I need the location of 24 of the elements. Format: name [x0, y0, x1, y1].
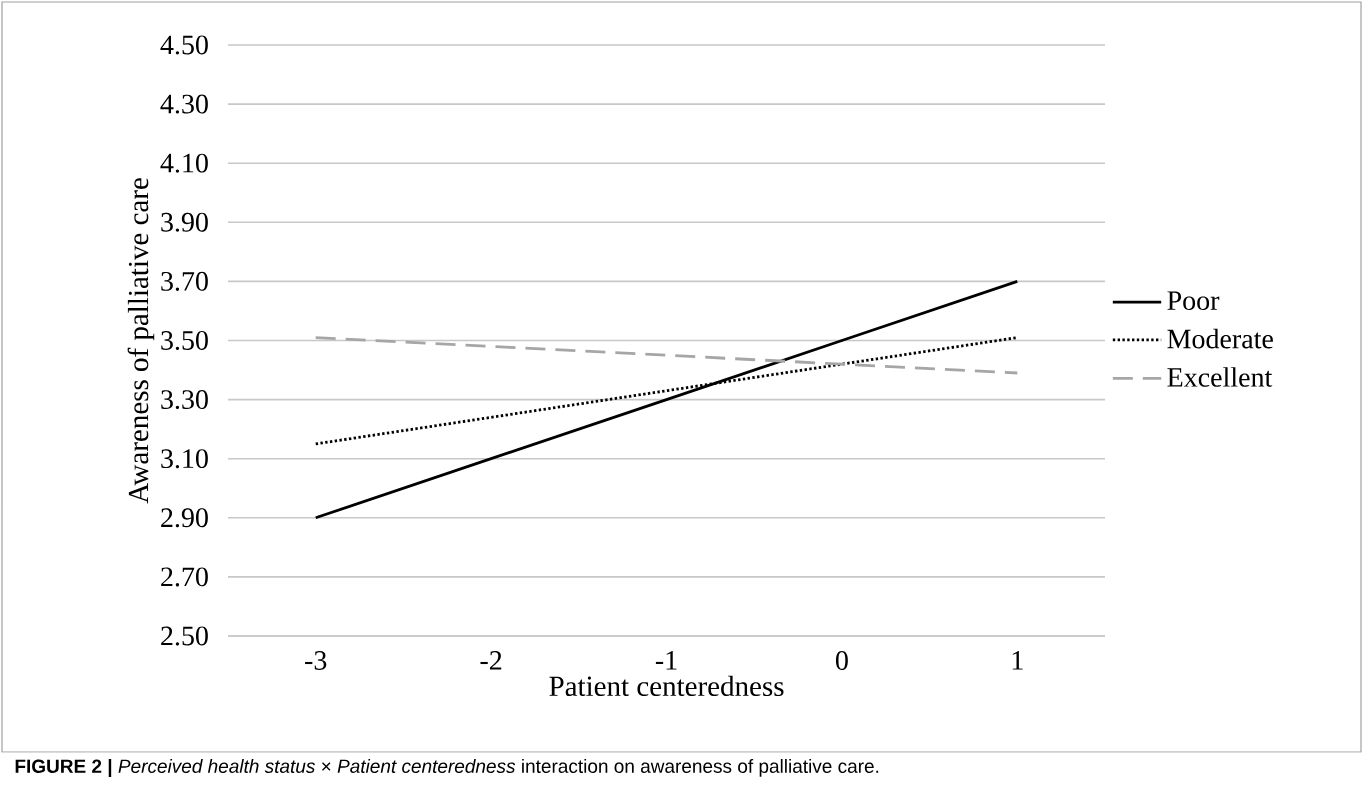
y-tick-label: 2.70 [161, 567, 208, 587]
y-tick-label: 4.10 [160, 153, 208, 173]
x-tick-label: 0 [835, 651, 848, 670]
x-tick-label: -3 [305, 651, 327, 670]
legend-label: Poor [1167, 291, 1220, 311]
y-tick-label: 4.50 [160, 35, 208, 55]
legend-label: Excellent [1167, 367, 1273, 387]
y-tick-label: 4.30 [160, 94, 208, 114]
x-tick-label: 1 [1012, 651, 1023, 670]
line-series [314, 280, 1019, 520]
x-axis-title: Patient centeredness [549, 675, 784, 697]
legend-label: Moderate [1167, 328, 1273, 349]
y-tick-label: 3.90 [161, 212, 208, 232]
y-tick-label: 3.50 [161, 330, 208, 351]
y-tick-label: 3.70 [161, 271, 208, 291]
y-tick-label: 2.90 [161, 508, 208, 528]
y-axis-title: Awareness of palliative care [127, 178, 155, 504]
text: FIGURE 2 | Perceived health status × Patient centeredness interaction on awareness of palliative care. [15, 759, 879, 778]
y-tick-label: 3.10 [161, 449, 208, 469]
y-tick-label: 2.50 [161, 626, 208, 646]
x-tick-label: -2 [480, 651, 502, 670]
x-tick-label: -1 [655, 651, 677, 670]
y-tick-label: 3.30 [161, 390, 208, 410]
line-series [314, 336, 1019, 375]
